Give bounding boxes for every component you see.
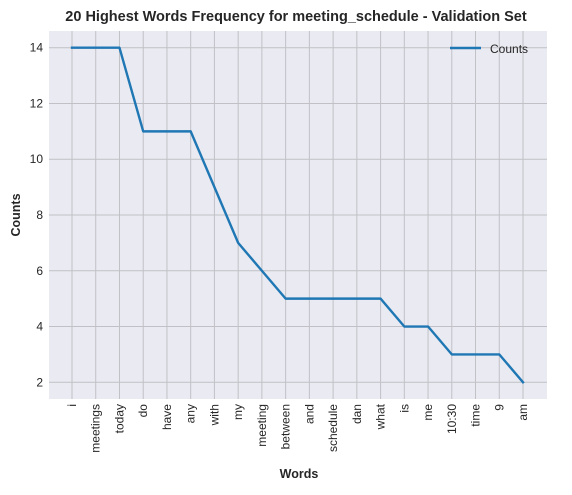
data-point	[498, 353, 500, 355]
x-tick-label: dan	[350, 404, 364, 424]
x-axis-label: Words	[280, 467, 319, 481]
x-tick-label: any	[184, 404, 198, 423]
data-point	[213, 186, 215, 188]
series-line	[70, 46, 525, 384]
x-tick-label: 10:30	[445, 404, 459, 434]
x-axis-ticks: i meetings today do have any with my meeting betw…	[65, 403, 530, 452]
data-point	[475, 353, 477, 355]
y-tick-label: 8	[36, 208, 43, 222]
data-point	[285, 298, 287, 300]
data-point	[95, 47, 97, 49]
x-tick-label: meeting	[255, 404, 269, 447]
y-tick-label: 12	[30, 96, 44, 110]
x-tick-label: have	[160, 404, 174, 430]
x-tick-label: what	[374, 403, 388, 430]
y-axis-ticks: 2 4 6 8 10 12 14	[30, 41, 44, 390]
data-point	[118, 47, 120, 49]
x-tick-label: me	[421, 404, 435, 421]
x-tick-label: schedule	[326, 404, 340, 452]
x-tick-label: today	[112, 404, 126, 433]
data-point	[261, 270, 263, 272]
x-tick-label: time	[469, 404, 483, 427]
x-tick-label: am	[516, 404, 530, 421]
x-tick-label: 9	[492, 404, 506, 411]
y-tick-label: 2	[36, 375, 43, 389]
data-point	[522, 381, 524, 383]
data-point	[190, 130, 192, 132]
data-point	[71, 47, 73, 49]
data-point	[427, 326, 429, 328]
y-tick-label: 4	[36, 320, 43, 334]
x-tick-label: my	[231, 404, 245, 420]
data-point	[166, 130, 168, 132]
data-point	[451, 353, 453, 355]
x-tick-label: with	[207, 404, 221, 426]
y-tick-label: 10	[30, 152, 44, 166]
data-point	[356, 298, 358, 300]
x-tick-label: do	[136, 404, 150, 418]
data-point	[380, 298, 382, 300]
x-tick-label: i	[65, 404, 79, 407]
x-tick-label: meetings	[89, 404, 103, 453]
x-tick-label: and	[302, 404, 316, 424]
grid-lines	[49, 31, 547, 399]
y-axis-label: Counts	[9, 193, 23, 236]
legend: Counts	[450, 42, 528, 56]
x-tick-label: is	[397, 404, 411, 413]
y-tick-label: 14	[30, 41, 44, 55]
data-point	[308, 298, 310, 300]
data-point	[332, 298, 334, 300]
series-layer	[70, 46, 525, 384]
y-tick-label: 6	[36, 264, 43, 278]
data-point	[142, 130, 144, 132]
legend-label-counts: Counts	[490, 42, 528, 56]
data-point	[237, 242, 239, 244]
x-tick-label: between	[279, 404, 293, 449]
data-point	[403, 326, 405, 328]
chart-title: 20 Highest Words Frequency for meeting_s…	[65, 9, 527, 25]
